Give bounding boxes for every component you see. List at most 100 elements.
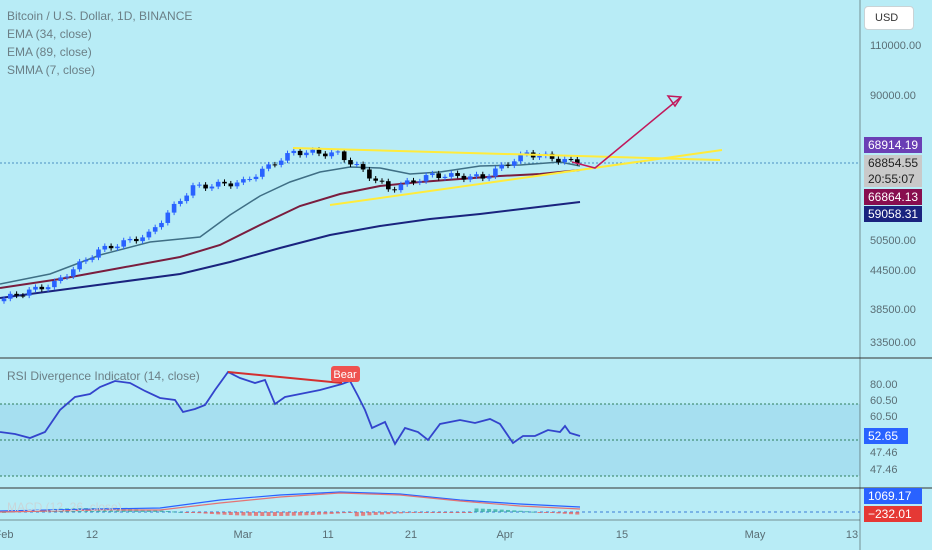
candle-body	[449, 173, 454, 177]
candle-body	[121, 240, 126, 247]
candle-body	[159, 222, 164, 228]
time-tick: 11	[322, 529, 334, 541]
ema34-line	[0, 161, 581, 285]
macd-bar	[455, 512, 460, 513]
candle-body	[562, 159, 567, 163]
candle-body	[71, 269, 76, 277]
time-tick: Mar	[233, 529, 253, 541]
macd-bar	[310, 512, 315, 515]
candle-body	[423, 175, 429, 182]
candle-body	[1, 298, 7, 302]
candle-body	[234, 182, 240, 187]
ema89-legend[interactable]: EMA (89, close)	[7, 45, 92, 59]
macd-bar	[285, 512, 290, 516]
macd-bar	[216, 512, 221, 515]
macd-bar	[254, 512, 258, 516]
macd-bar	[298, 512, 303, 516]
bear-label-bg	[331, 366, 360, 382]
rsi-tick: 60.50	[870, 411, 898, 423]
macd-bar	[468, 512, 473, 513]
arrow-head-icon	[666, 95, 683, 108]
candle-body	[398, 184, 404, 191]
macd-bar	[493, 509, 498, 512]
macd-bar	[562, 512, 567, 514]
candle-body	[455, 173, 460, 176]
macd-bar	[424, 512, 429, 513]
candle-body	[524, 152, 530, 155]
candle-body	[260, 168, 265, 177]
macd-bar	[191, 512, 195, 513]
candle-body	[247, 179, 252, 181]
time-tick: Feb	[0, 529, 14, 541]
rsi-tick: 47.46	[870, 464, 898, 476]
bear-label: Bear	[333, 369, 357, 381]
last-price-badge: 68854.55	[864, 155, 922, 171]
candle-body	[39, 286, 45, 290]
candle-body	[165, 212, 171, 223]
candle-body	[209, 186, 215, 189]
candle-body	[171, 203, 177, 213]
candle-body	[278, 160, 284, 165]
price-tick: 50500.00	[870, 235, 916, 247]
macd-bar	[272, 512, 277, 516]
macd-bar	[291, 512, 296, 516]
candle-body	[354, 164, 360, 166]
smma-line	[0, 201, 581, 299]
candle-body	[89, 257, 95, 260]
ema34-legend[interactable]: EMA (34, close)	[7, 27, 92, 41]
macd-bar	[266, 512, 271, 516]
rsi-tick: 80.00	[870, 379, 898, 391]
macd-bar	[348, 512, 353, 513]
macd-bar	[367, 512, 372, 516]
candle-body	[58, 277, 63, 281]
candle-body	[392, 189, 397, 191]
candle-body	[467, 176, 473, 180]
macd-title[interactable]: MACD (12, 26, close)	[7, 500, 122, 514]
candle-body	[8, 293, 13, 299]
candle-body	[291, 150, 297, 154]
macd-bar	[165, 510, 170, 512]
price-tick: 44500.00	[870, 265, 916, 277]
candle-body	[499, 164, 504, 169]
macd-bar	[228, 512, 233, 516]
candle-body	[83, 259, 89, 262]
macd-bar	[524, 511, 529, 513]
time-tick: May	[744, 529, 766, 541]
candle-body	[20, 295, 26, 297]
macd-bar	[222, 512, 227, 515]
macd-bar	[569, 512, 573, 515]
candle-body	[360, 164, 366, 170]
ema89-line	[0, 169, 581, 289]
macd-bar	[172, 511, 177, 513]
macd-bar	[197, 512, 202, 514]
candle-body	[430, 173, 435, 176]
macd-bar	[474, 508, 479, 512]
currency-button[interactable]: USD	[864, 6, 914, 30]
macd-line	[0, 491, 581, 512]
candle-body	[140, 237, 145, 242]
smma-legend[interactable]: SMMA (7, close)	[7, 63, 96, 77]
candle-body	[241, 179, 246, 183]
candle-body	[52, 280, 57, 288]
macd-bar	[380, 512, 384, 515]
candle-body	[537, 155, 542, 158]
candle-body	[316, 149, 322, 154]
macd-bar	[279, 512, 284, 516]
candle-body	[549, 153, 555, 159]
macd-bar	[209, 512, 214, 515]
macd-bar	[436, 512, 441, 513]
candle-body	[215, 181, 221, 187]
candle-body	[386, 181, 391, 190]
candle-body	[512, 161, 517, 166]
candle-body	[184, 195, 189, 202]
rsi-title[interactable]: RSI Divergence Indicator (14, close)	[7, 369, 200, 383]
macd-bar	[260, 512, 265, 516]
time-tick: 15	[615, 529, 629, 541]
macd-signal-line	[0, 492, 581, 513]
macd-bar	[417, 512, 422, 513]
time-tick: 12	[85, 529, 99, 541]
macd-signal-badge: −232.01	[864, 506, 922, 522]
candle-body	[134, 238, 139, 242]
macd-bar	[241, 512, 246, 516]
